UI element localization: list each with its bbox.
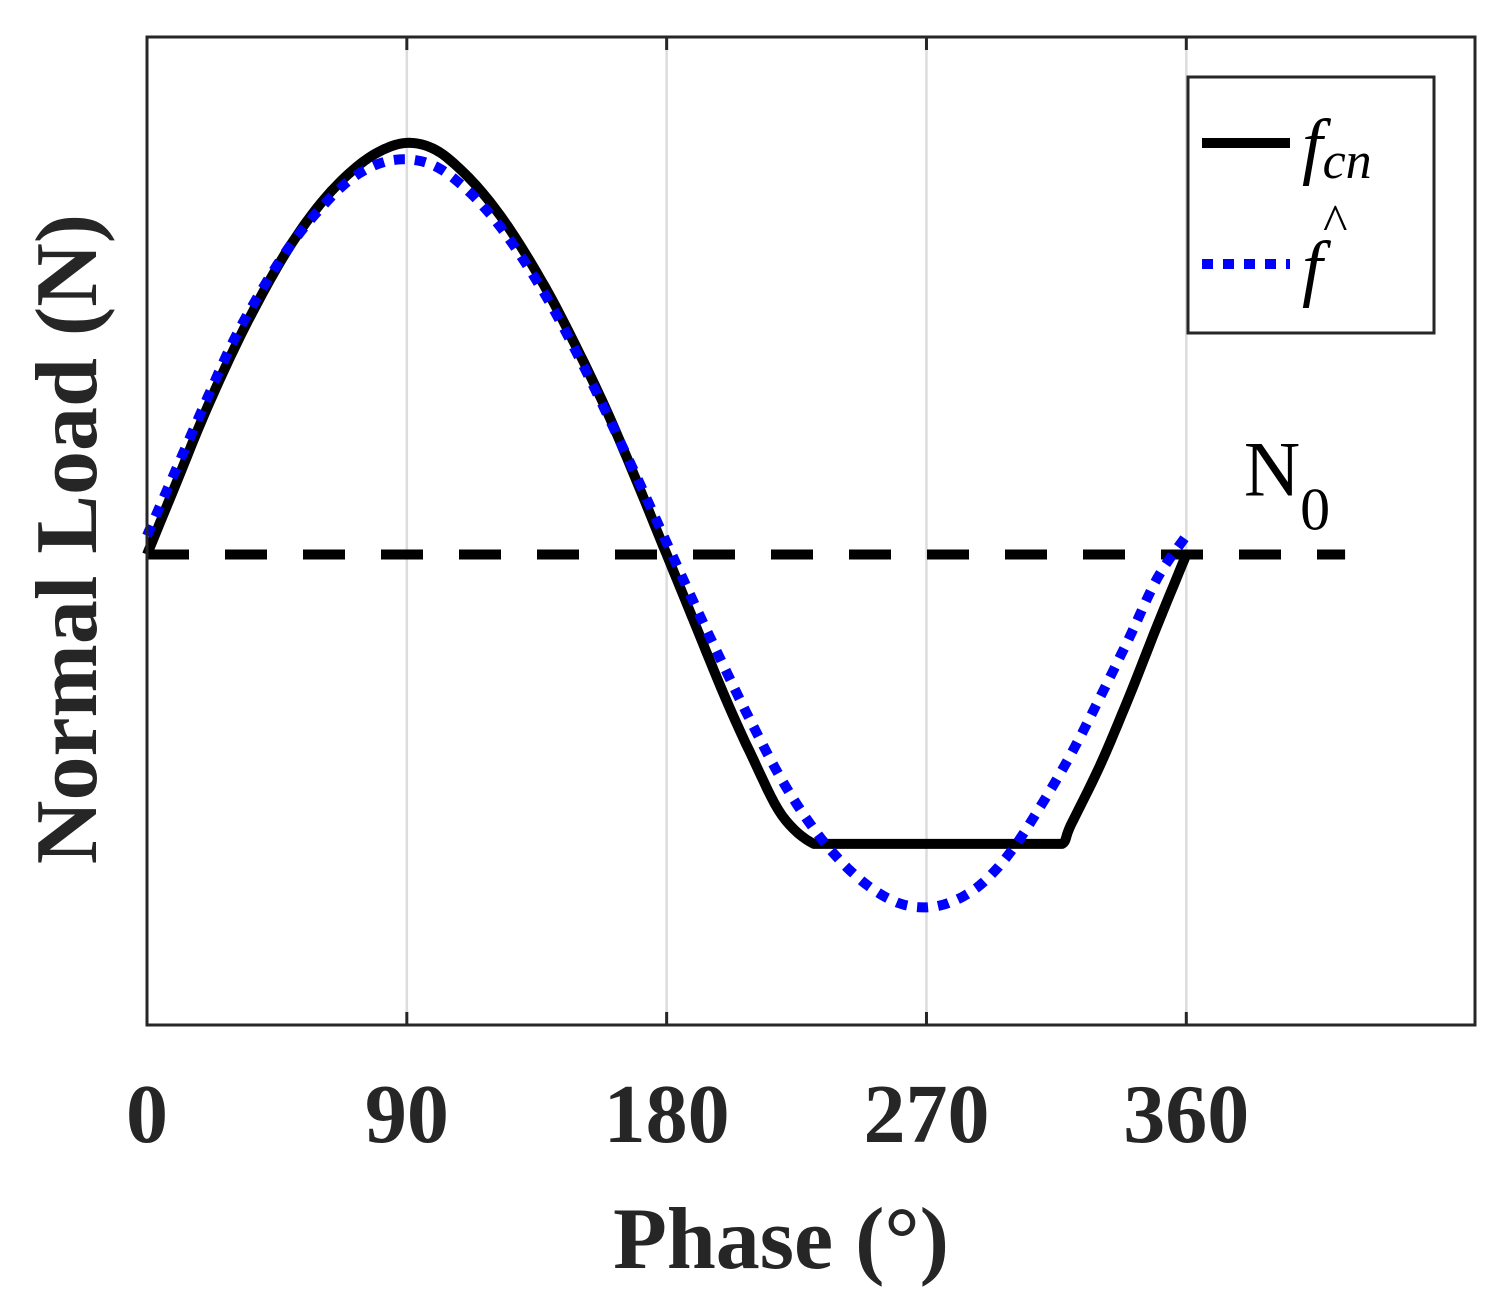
x-tick-label-270: 270: [863, 1068, 989, 1161]
legend: fcn f ^: [1186, 75, 1436, 335]
annotation-n0: N0: [1244, 425, 1330, 542]
annotation-layer: N0: [1244, 425, 1330, 542]
legend-box: [1186, 75, 1436, 335]
annotation-n0-base: N: [1244, 425, 1300, 512]
grid: [405, 37, 1188, 1025]
series-layer: [142, 137, 1346, 913]
legend-label-fcn: fcn: [1302, 105, 1372, 190]
x-tick-label-180: 180: [604, 1068, 730, 1161]
x-tick-label-90: 90: [365, 1068, 449, 1161]
y-axis-label: Normal Load (N): [19, 214, 116, 864]
x-tick-label-360: 360: [1123, 1068, 1249, 1161]
x-axis-label: Phase (°): [613, 1191, 949, 1288]
x-axis: 0 90 180 270 360: [126, 37, 1249, 1161]
annotation-n0-sub: 0: [1300, 476, 1330, 542]
legend-label-fhat-hat: ^: [1322, 195, 1347, 252]
plot-frame: [145, 35, 1477, 1027]
legend-label-fcn-sub: cn: [1323, 133, 1372, 190]
series-line-f-hat: [142, 154, 1191, 913]
x-tick-label-0: 0: [126, 1068, 168, 1161]
